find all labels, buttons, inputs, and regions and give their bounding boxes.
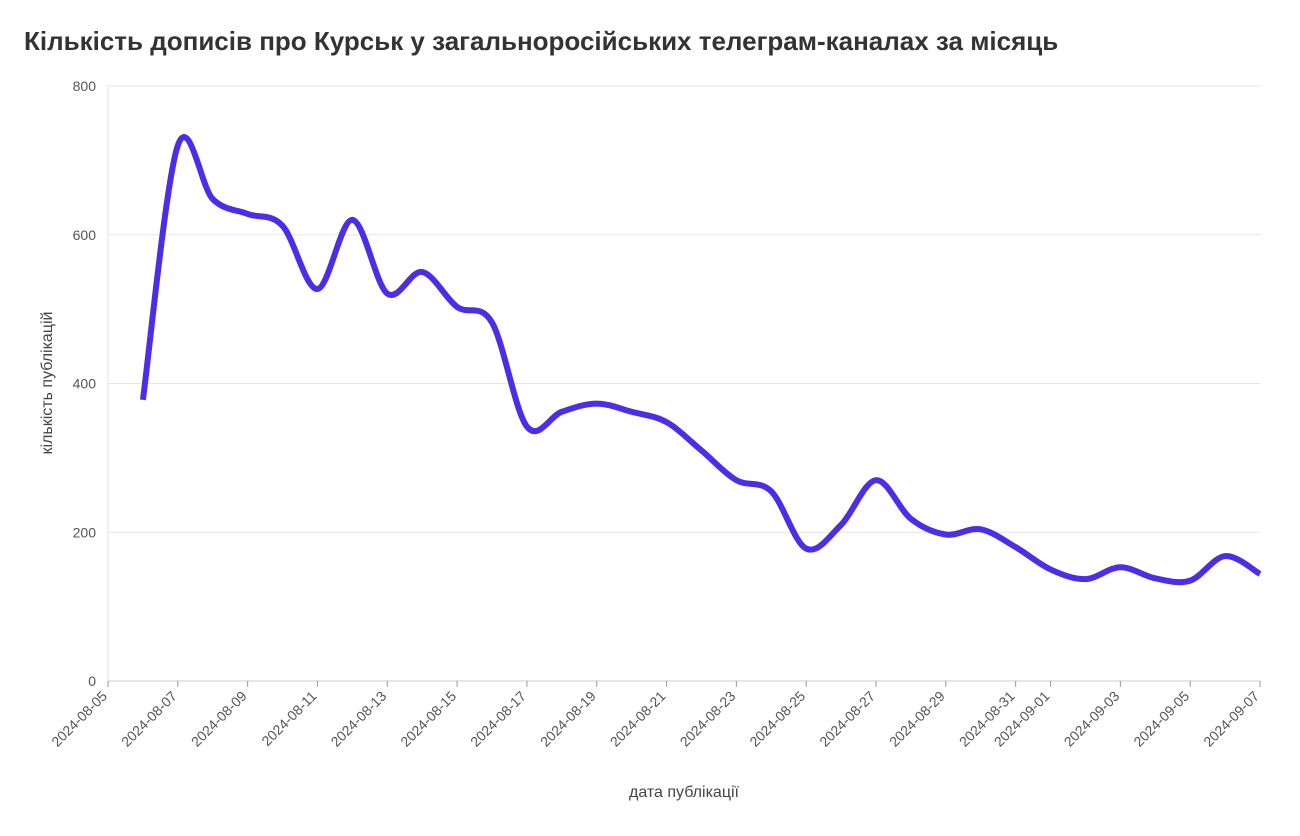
data-point-2024-08-08 [210,196,216,202]
data-point-2024-08-21 [664,419,670,425]
data-point-2024-08-29 [943,531,949,537]
data-point-2024-08-06 [140,397,146,403]
x-tick-label: 2024-08-07 [118,688,180,750]
data-point-2024-09-04 [1152,575,1158,581]
data-point-2024-08-19 [594,401,600,407]
data-point-2024-08-09 [245,211,251,217]
x-tick-label: 2024-09-07 [1200,688,1262,750]
gridlines [108,85,1260,533]
data-point-2024-08-30 [978,526,984,532]
data-point-2024-08-27 [873,477,879,483]
x-tick-label: 2024-08-23 [677,688,739,750]
data-point-2024-08-24 [768,488,774,494]
data-point-2024-08-07 [175,143,181,149]
data-point-2024-08-12 [349,217,355,223]
y-tick-label: 200 [73,524,97,540]
data-point-2024-08-25 [803,546,809,552]
data-point-2024-09-01 [1048,566,1054,572]
series-line [139,134,1262,586]
data-point-2024-09-02 [1082,576,1088,582]
data-point-2024-08-31 [1013,544,1019,550]
x-tick-label: 2024-08-05 [48,688,110,750]
x-axis-label: дата публікації [629,784,740,801]
x-tick-label: 2024-09-03 [1061,688,1123,750]
data-point-2024-08-22 [698,447,704,453]
data-point-2024-08-17 [524,424,530,430]
x-tick-label: 2024-08-21 [607,688,669,750]
y-axis-label: кількість публікацій [39,312,56,455]
chart-title: Кількість дописів про Курськ у загальнор… [24,26,1059,56]
data-point-2024-08-11 [314,286,320,292]
data-point-2024-08-16 [489,320,495,326]
data-point-2024-08-20 [629,409,635,415]
data-point-2024-08-23 [733,477,739,483]
data-point-2024-08-28 [908,516,914,522]
x-tick-label: 2024-09-05 [1130,688,1192,750]
y-tick-label: 800 [73,78,97,94]
x-tick-label: 2024-08-25 [746,688,808,750]
x-tick-label: 2024-08-09 [188,688,250,750]
data-point-2024-09-03 [1117,564,1123,570]
data-point-2024-08-13 [384,291,390,297]
x-tick-label: 2024-08-19 [537,688,599,750]
x-tick-label: 2024-08-13 [327,688,389,750]
data-point-2024-09-05 [1187,578,1193,584]
x-tick-label: 2024-08-27 [816,688,878,750]
series-layer [139,134,1263,586]
y-tick-label: 400 [73,376,97,392]
y-tick-label: 600 [73,227,97,243]
data-point-2024-09-06 [1222,553,1228,559]
x-tick-label: 2024-08-11 [258,688,319,749]
x-tick-label: 2024-08-17 [467,688,529,750]
data-point-2024-08-15 [454,304,460,310]
x-tick-label: 2024-08-29 [886,688,948,750]
y-tick-label: 0 [88,673,96,689]
data-point-2024-08-14 [419,269,425,275]
data-point-2024-09-07 [1257,571,1263,577]
data-point-2024-08-10 [280,223,286,229]
axes [107,86,1261,687]
x-tick-label: 2024-08-15 [397,688,459,750]
data-point-2024-08-18 [559,409,565,415]
data-point-2024-08-26 [838,522,844,528]
